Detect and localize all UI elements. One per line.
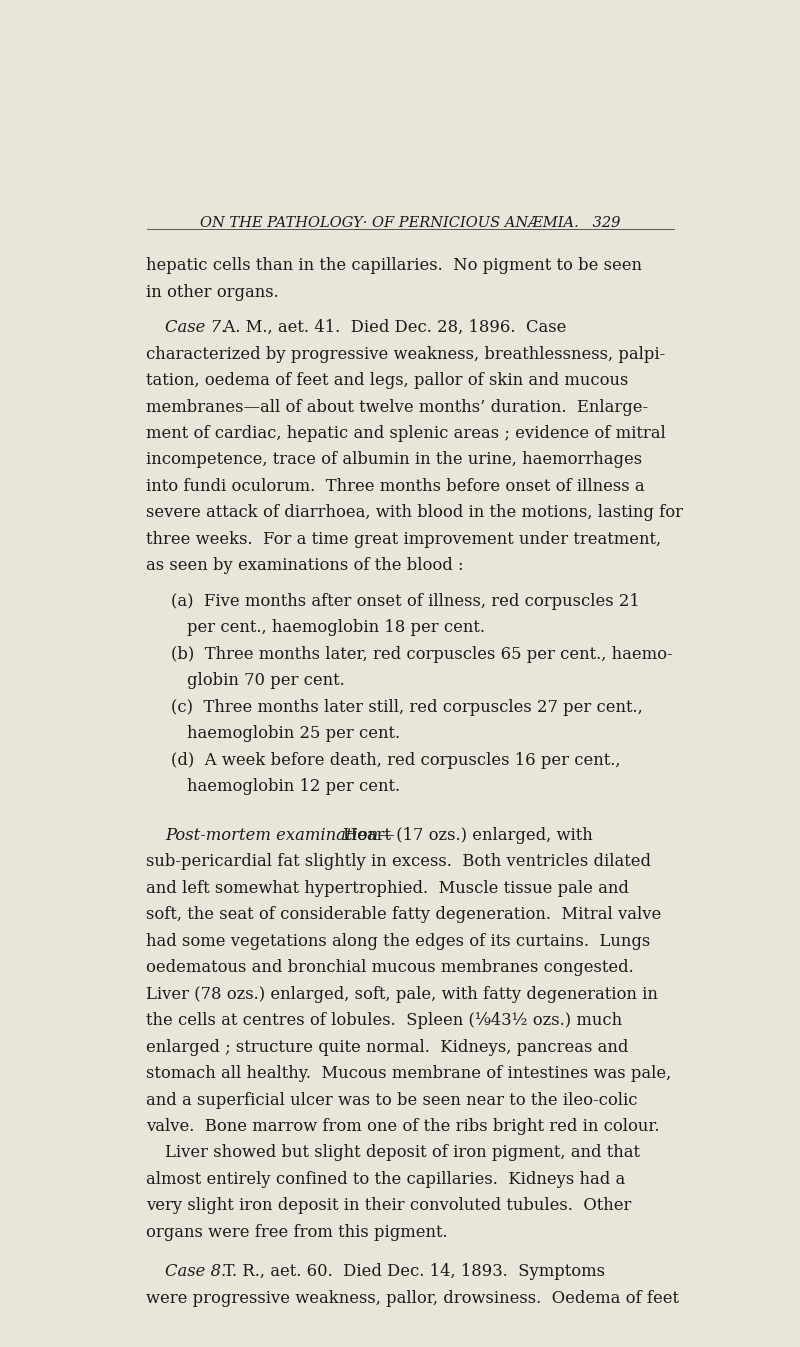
Text: ON THE PATHOLOGY· OF PERNICIOUS ANÆMIA.   329: ON THE PATHOLOGY· OF PERNICIOUS ANÆMIA. … xyxy=(200,216,620,229)
Text: characterized by progressive weakness, breathlessness, palpi-: characterized by progressive weakness, b… xyxy=(146,346,666,362)
Text: in other organs.: in other organs. xyxy=(146,283,279,300)
Text: very slight iron deposit in their convoluted tubules.  Other: very slight iron deposit in their convol… xyxy=(146,1197,632,1214)
Text: three weeks.  For a time great improvement under treatment,: three weeks. For a time great improvemen… xyxy=(146,531,662,548)
Text: T. R., aet. 60.  Died Dec. 14, 1893.  Symptoms: T. R., aet. 60. Died Dec. 14, 1893. Symp… xyxy=(213,1263,605,1281)
Text: Case 7.: Case 7. xyxy=(165,319,226,337)
Text: Case 8.: Case 8. xyxy=(165,1263,226,1281)
Text: Post-mortem examination—: Post-mortem examination— xyxy=(165,827,394,845)
Text: almost entirely confined to the capillaries.  Kidneys had a: almost entirely confined to the capillar… xyxy=(146,1171,626,1188)
Text: incompetence, trace of albumin in the urine, haemorrhages: incompetence, trace of albumin in the ur… xyxy=(146,451,642,469)
Text: had some vegetations along the edges of its curtains.  Lungs: had some vegetations along the edges of … xyxy=(146,933,650,950)
Text: oedematous and bronchial mucous membranes congested.: oedematous and bronchial mucous membrane… xyxy=(146,959,634,977)
Text: ment of cardiac, hepatic and splenic areas ; evidence of mitral: ment of cardiac, hepatic and splenic are… xyxy=(146,426,666,442)
Text: the cells at centres of lobules.  Spleen (⅑43½ ozs.) much: the cells at centres of lobules. Spleen … xyxy=(146,1012,622,1029)
Text: per cent., haemoglobin 18 per cent.: per cent., haemoglobin 18 per cent. xyxy=(187,620,485,636)
Text: hepatic cells than in the capillaries.  No pigment to be seen: hepatic cells than in the capillaries. N… xyxy=(146,257,642,273)
Text: sub-pericardial fat slightly in excess.  Both ventricles dilated: sub-pericardial fat slightly in excess. … xyxy=(146,854,651,870)
Text: soft, the seat of considerable fatty degeneration.  Mitral valve: soft, the seat of considerable fatty deg… xyxy=(146,907,662,923)
Text: (d)  A week before death, red corpuscles 16 per cent.,: (d) A week before death, red corpuscles … xyxy=(171,752,621,769)
Text: as seen by examinations of the blood :: as seen by examinations of the blood : xyxy=(146,558,464,574)
Text: severe attack of diarrhoea, with blood in the motions, lasting for: severe attack of diarrhoea, with blood i… xyxy=(146,504,683,521)
Text: tation, oedema of feet and legs, pallor of skin and mucous: tation, oedema of feet and legs, pallor … xyxy=(146,372,629,389)
Text: haemoglobin 12 per cent.: haemoglobin 12 per cent. xyxy=(187,779,400,795)
Text: organs were free from this pigment.: organs were free from this pigment. xyxy=(146,1223,448,1241)
Text: (a)  Five months after onset of illness, red corpuscles 21: (a) Five months after onset of illness, … xyxy=(171,593,640,610)
Text: stomach all healthy.  Mucous membrane of intestines was pale,: stomach all healthy. Mucous membrane of … xyxy=(146,1065,672,1082)
Text: into fundi oculorum.  Three months before onset of illness a: into fundi oculorum. Three months before… xyxy=(146,478,645,494)
Text: valve.  Bone marrow from one of the ribs bright red in colour.: valve. Bone marrow from one of the ribs … xyxy=(146,1118,660,1136)
Text: Liver showed but slight deposit of iron pigment, and that: Liver showed but slight deposit of iron … xyxy=(165,1145,640,1161)
Text: Heart (17 ozs.) enlarged, with: Heart (17 ozs.) enlarged, with xyxy=(343,827,593,845)
Text: were progressive weakness, pallor, drowsiness.  Oedema of feet: were progressive weakness, pallor, drows… xyxy=(146,1290,679,1307)
Text: and left somewhat hypertrophied.  Muscle tissue pale and: and left somewhat hypertrophied. Muscle … xyxy=(146,880,630,897)
Text: membranes—all of about twelve months’ duration.  Enlarge-: membranes—all of about twelve months’ du… xyxy=(146,399,649,416)
Text: haemoglobin 25 per cent.: haemoglobin 25 per cent. xyxy=(187,725,400,742)
Text: (b)  Three months later, red corpuscles 65 per cent., haemo-: (b) Three months later, red corpuscles 6… xyxy=(171,645,673,663)
Text: and a superficial ulcer was to be seen near to the ileo-colic: and a superficial ulcer was to be seen n… xyxy=(146,1091,638,1109)
Text: enlarged ; structure quite normal.  Kidneys, pancreas and: enlarged ; structure quite normal. Kidne… xyxy=(146,1039,629,1056)
Text: Liver (78 ozs.) enlarged, soft, pale, with fatty degeneration in: Liver (78 ozs.) enlarged, soft, pale, wi… xyxy=(146,986,658,1002)
Text: A. M., aet. 41.  Died Dec. 28, 1896.  Case: A. M., aet. 41. Died Dec. 28, 1896. Case xyxy=(213,319,566,337)
Text: (c)  Three months later still, red corpuscles 27 per cent.,: (c) Three months later still, red corpus… xyxy=(171,699,643,715)
Text: globin 70 per cent.: globin 70 per cent. xyxy=(187,672,345,690)
